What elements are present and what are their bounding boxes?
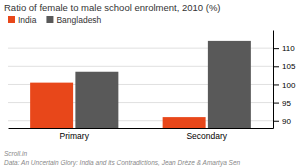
y-tick-label: 105 (282, 62, 296, 71)
chart: Ratio of female to male school enrolment… (0, 0, 299, 168)
footer: Scroll.in Data: An Uncertain Glory: India… (4, 150, 241, 167)
y-tick-label: 90 (282, 117, 291, 126)
title: Ratio of female to male school enrolment… (4, 2, 221, 13)
x-axis: Primary Secondary (9, 129, 274, 142)
y-tick: 105 (273, 62, 296, 71)
x-tick: Primary (60, 131, 90, 141)
y-tick-mark (273, 66, 279, 67)
y-tick-mark (273, 48, 279, 49)
y-tick-mark (273, 103, 279, 104)
x-tick: Secondary (186, 131, 227, 141)
plot: 90 95 100 105 110 Primary Secondary (8, 31, 296, 142)
legend-label: India (18, 15, 37, 25)
legend-swatch (8, 16, 15, 23)
footnote: Scroll.in (4, 150, 28, 157)
legend-item: India (8, 15, 37, 25)
bar (163, 117, 206, 128)
legend-swatch (46, 16, 53, 23)
y-tick: 95 (273, 99, 291, 108)
y-tick: 110 (273, 44, 295, 53)
legend-label: Bangladesh (56, 15, 101, 25)
y-tick-label: 95 (282, 99, 291, 108)
x-tick-label: Secondary (186, 131, 227, 141)
x-axis-line (9, 128, 274, 129)
legend: India Bangladesh (8, 15, 102, 25)
y-axis: 90 95 100 105 110 (273, 31, 296, 129)
x-tick-label: Primary (60, 131, 90, 141)
y-tick-label: 110 (282, 44, 295, 53)
y-tick-mark (273, 84, 279, 85)
bar (208, 41, 251, 128)
bar-series (75, 41, 250, 128)
y-tick: 100 (273, 81, 296, 90)
y-tick-label: 100 (282, 81, 296, 90)
y-tick: 90 (273, 117, 291, 126)
bar (75, 72, 118, 128)
footnote: Data: An Uncertain Glory: India and its … (4, 159, 241, 167)
y-tick-mark (273, 121, 279, 122)
bar (30, 83, 73, 128)
y-axis-line (273, 31, 274, 129)
bars (30, 41, 251, 128)
legend-item: Bangladesh (46, 15, 101, 25)
